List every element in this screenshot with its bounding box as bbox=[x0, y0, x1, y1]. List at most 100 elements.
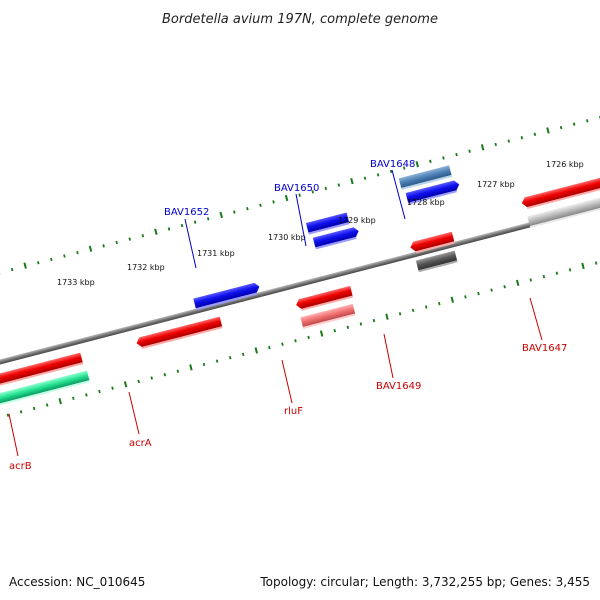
major-tick bbox=[254, 347, 258, 354]
minor-tick bbox=[37, 261, 40, 265]
gene-teal-arrow[interactable] bbox=[0, 370, 90, 411]
major-tick bbox=[319, 330, 324, 337]
minor-tick bbox=[507, 139, 511, 143]
gene-bav1652-arrow[interactable] bbox=[193, 282, 261, 311]
minor-tick bbox=[180, 223, 184, 228]
gene-bav1650-arrow[interactable] bbox=[305, 212, 350, 235]
gene-bav1647-arrow[interactable] bbox=[521, 163, 600, 210]
kbp-label-1732: 1732 kbp bbox=[127, 263, 165, 272]
gene-label-bav1652[interactable]: BAV1652 bbox=[164, 207, 209, 269]
gene-label-rluf[interactable]: rluF bbox=[281, 359, 303, 417]
gene-label-bav1650[interactable]: BAV1650 bbox=[274, 183, 319, 247]
minor-tick bbox=[359, 322, 363, 326]
minor-tick bbox=[585, 119, 589, 123]
minor-tick bbox=[102, 244, 105, 248]
minor-tick bbox=[206, 217, 210, 221]
gene-label-bav1649[interactable]: BAV1649 bbox=[376, 333, 421, 392]
minor-tick bbox=[233, 210, 236, 214]
major-tick bbox=[385, 313, 389, 320]
minor-tick bbox=[376, 173, 380, 177]
minor-tick bbox=[307, 335, 310, 340]
minor-tick bbox=[477, 291, 480, 296]
minor-tick bbox=[63, 254, 66, 258]
major-tick bbox=[219, 211, 223, 219]
minor-tick bbox=[167, 227, 171, 231]
minor-tick bbox=[429, 159, 432, 164]
minor-tick bbox=[346, 325, 350, 329]
major-tick bbox=[284, 194, 289, 202]
minor-tick bbox=[241, 352, 245, 357]
minor-tick bbox=[246, 206, 249, 211]
minor-tick bbox=[115, 240, 118, 245]
gene-label-bav1648[interactable]: BAV1648 bbox=[370, 159, 415, 220]
minor-tick bbox=[555, 271, 559, 275]
minor-tick bbox=[568, 268, 572, 272]
minor-tick bbox=[141, 234, 145, 238]
gene-acra-arrow[interactable] bbox=[135, 316, 223, 350]
svg-text:BAV1649: BAV1649 bbox=[376, 381, 421, 392]
tick-row-forward bbox=[0, 115, 600, 275]
minor-tick bbox=[150, 376, 153, 380]
major-tick bbox=[546, 127, 550, 134]
minor-tick bbox=[455, 152, 458, 157]
gene-label-acrb[interactable]: acrB bbox=[8, 413, 32, 472]
gene-acrb-arrow[interactable] bbox=[0, 352, 84, 392]
gene-grey-arrow[interactable] bbox=[527, 182, 600, 228]
genome-track bbox=[0, 115, 600, 417]
minor-tick bbox=[76, 250, 79, 255]
accession-text: Accession: NC_010645 bbox=[9, 575, 145, 589]
gene-steel-arrow[interactable] bbox=[398, 165, 453, 190]
minor-tick bbox=[324, 186, 328, 191]
summary-text: Topology: circular; Length: 3,732,255 bp… bbox=[259, 575, 590, 589]
minor-tick bbox=[72, 396, 75, 400]
kbp-label-1731: 1731 kbp bbox=[197, 249, 235, 258]
minor-tick bbox=[468, 149, 471, 153]
minor-tick bbox=[98, 389, 101, 394]
svg-text:BAV1652: BAV1652 bbox=[164, 207, 209, 218]
minor-tick bbox=[294, 339, 297, 343]
kbp-label-1733: 1733 kbp bbox=[57, 278, 95, 287]
genome-backbone bbox=[0, 194, 600, 370]
minor-tick bbox=[19, 410, 23, 414]
minor-tick bbox=[572, 122, 576, 126]
minor-tick bbox=[494, 142, 497, 147]
svg-text:acrB: acrB bbox=[9, 461, 32, 472]
gene-rluf-arrow[interactable] bbox=[295, 285, 354, 312]
gene-dark-grey-arrow[interactable] bbox=[415, 250, 458, 273]
major-tick bbox=[123, 381, 128, 388]
minor-tick bbox=[10, 267, 14, 272]
minor-tick bbox=[202, 362, 206, 367]
kbp-label-1728: 1728 kbp bbox=[407, 198, 445, 207]
minor-tick bbox=[464, 295, 467, 299]
minor-tick bbox=[424, 305, 428, 309]
gene-bav1648-arrow[interactable] bbox=[405, 180, 461, 205]
minor-tick bbox=[259, 203, 262, 207]
gene-label-acra[interactable]: acrA bbox=[128, 391, 152, 449]
gene-pink-arrow[interactable] bbox=[300, 303, 356, 329]
svg-text:BAV1647: BAV1647 bbox=[522, 343, 567, 354]
minor-tick bbox=[337, 183, 341, 187]
major-tick bbox=[154, 228, 158, 235]
kbp-label-1726: 1726 kbp bbox=[546, 160, 584, 169]
minor-tick bbox=[111, 386, 114, 390]
minor-tick bbox=[272, 200, 275, 204]
major-tick bbox=[88, 245, 93, 252]
gene-label-bav1647[interactable]: BAV1647 bbox=[522, 297, 567, 354]
gene-bav1649-arrow[interactable] bbox=[409, 231, 455, 255]
minor-tick bbox=[398, 312, 402, 316]
minor-tick bbox=[559, 125, 563, 130]
minor-tick bbox=[193, 220, 197, 224]
minor-tick bbox=[411, 308, 415, 313]
minor-tick bbox=[363, 176, 367, 180]
major-tick bbox=[415, 161, 419, 168]
minor-tick bbox=[311, 190, 314, 194]
major-tick bbox=[581, 262, 585, 270]
minor-tick bbox=[268, 345, 271, 350]
minor-tick bbox=[533, 132, 537, 136]
minor-tick bbox=[402, 166, 406, 170]
major-tick bbox=[480, 144, 485, 151]
minor-tick bbox=[281, 342, 284, 346]
minor-tick bbox=[228, 356, 232, 360]
gene-bav1650b-arrow[interactable] bbox=[312, 226, 361, 250]
